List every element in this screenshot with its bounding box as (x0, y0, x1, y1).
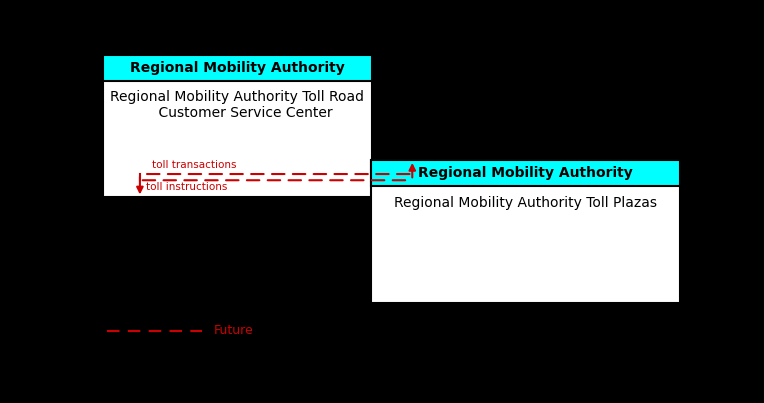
Text: Regional Mobility Authority Toll Plazas: Regional Mobility Authority Toll Plazas (394, 196, 657, 210)
Text: toll transactions: toll transactions (152, 160, 236, 170)
Bar (371, 160, 680, 187)
Bar (102, 54, 372, 197)
Text: Future: Future (214, 324, 254, 337)
Text: Regional Mobility Authority: Regional Mobility Authority (130, 61, 345, 75)
Text: Regional Mobility Authority: Regional Mobility Authority (418, 166, 633, 180)
Text: toll instructions: toll instructions (146, 182, 227, 192)
Bar (102, 54, 372, 81)
Bar (371, 160, 680, 303)
Text: Regional Mobility Authority Toll Road
    Customer Service Center: Regional Mobility Authority Toll Road Cu… (110, 90, 364, 120)
